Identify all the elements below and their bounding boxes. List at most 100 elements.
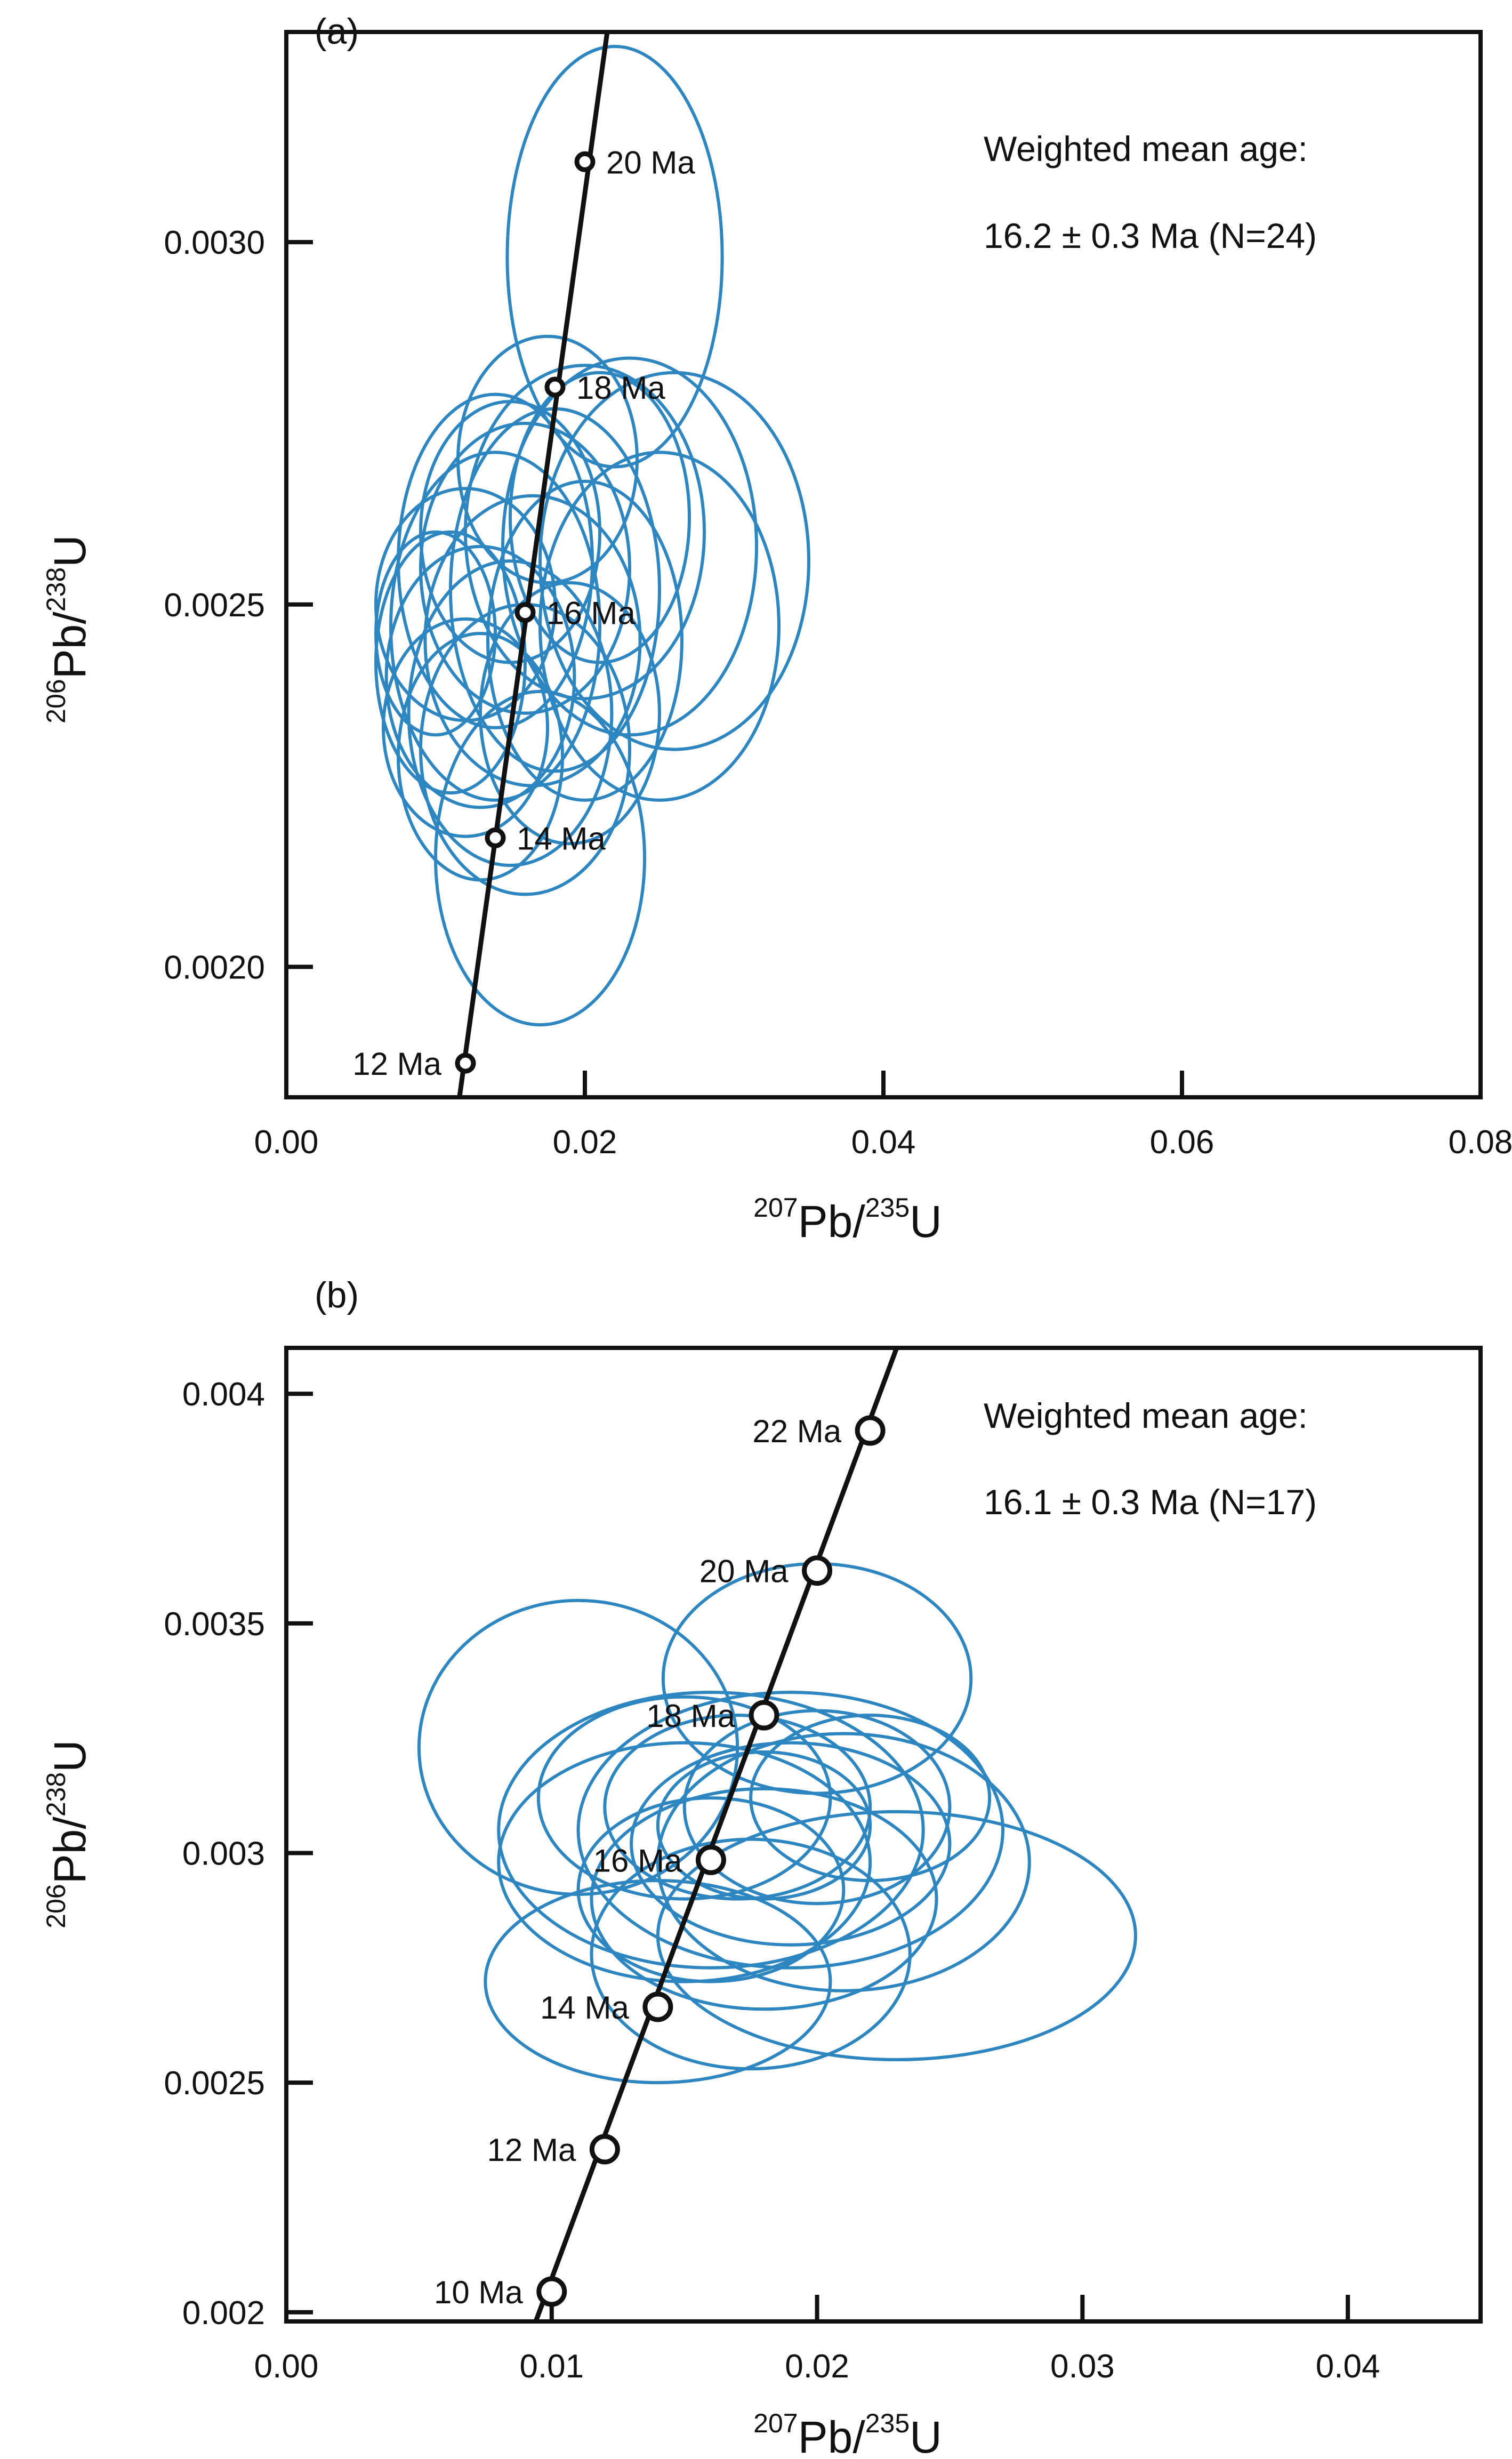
error-ellipse xyxy=(374,530,527,795)
panel-b-ellipses xyxy=(417,1562,1137,2085)
error-ellipse xyxy=(497,1741,872,1983)
concordia-age-marker xyxy=(855,1415,886,1446)
x-tick-label: 0.04 xyxy=(851,1124,916,1161)
x-tick-label: 0.01 xyxy=(519,2348,584,2385)
panel-b-frame xyxy=(284,1346,1483,2324)
error-ellipse xyxy=(486,479,683,802)
concordia-age-marker xyxy=(749,1700,779,1731)
y-tick-label: 0.004 xyxy=(182,1376,265,1413)
error-ellipse xyxy=(656,1810,1137,2062)
error-ellipse xyxy=(661,1562,973,1795)
panel-b-annotation-line2: 16.1 ± 0.3 Ma (N=17) xyxy=(984,1482,1317,1522)
error-ellipse xyxy=(509,371,691,664)
panel-a-y-axis-title: 206Pb/238U xyxy=(41,535,95,724)
y-tick-label: 0.003 xyxy=(182,1835,265,1872)
concordia-age-marker xyxy=(642,1991,673,2022)
error-ellipse xyxy=(603,1714,872,1901)
error-ellipse xyxy=(419,421,631,715)
error-ellipse xyxy=(397,632,564,882)
panel-b-concordia xyxy=(533,1348,899,2321)
error-ellipse xyxy=(374,530,497,737)
panel-a: (a) 0.00 0.02 0.04 0.06 0.08 0.00200.00250.0… xyxy=(41,11,1512,1247)
x-tick-label: 0.02 xyxy=(553,1124,617,1161)
panel-a-x-axis: 0.00 0.02 0.04 0.06 0.08 xyxy=(254,1071,1512,1161)
panel-b-x-axis-title: 207Pb/235U xyxy=(753,2408,942,2459)
error-ellipse xyxy=(464,364,706,701)
error-ellipse xyxy=(590,1837,912,2071)
panel-b-x-axis: 0.00 0.01 0.02 0.03 0.04 xyxy=(254,2295,1380,2385)
concordia-age-label: 14 Ma xyxy=(517,821,606,856)
error-ellipse xyxy=(590,1787,938,2011)
error-ellipse xyxy=(497,1690,925,1970)
panel-b-y-axis-title: 206Pb/238U xyxy=(41,1740,95,1928)
concordia-age-label: 12 Ma xyxy=(487,2132,576,2168)
x-tick-label: 0.06 xyxy=(1150,1124,1215,1161)
x-tick-label: 0.08 xyxy=(1449,1124,1512,1161)
concordia-age-marker xyxy=(544,376,566,398)
panel-a-ellipses xyxy=(374,45,810,1027)
x-tick-label: 0.04 xyxy=(1316,2348,1380,2385)
error-ellipse xyxy=(576,1796,846,1983)
concordia-age-marker xyxy=(485,827,506,848)
panel-a-annotation-line1: Weighted mean age: xyxy=(984,129,1308,168)
concordia-age-label: 20 Ma xyxy=(699,1554,789,1589)
concordia-age-label: 16 Ma xyxy=(593,1843,682,1878)
panel-a-concordia-ages: 12 Ma 14 Ma 16 Ma 18 Ma 20 Ma xyxy=(352,144,695,1082)
panel-b: (b) 0.00 0.01 0.02 0.03 0.04 0.0020.00250.00… xyxy=(41,1275,1483,2459)
panel-a-concordia xyxy=(457,32,610,1097)
error-ellipse xyxy=(536,1695,832,1901)
concordia-age-marker xyxy=(589,2134,620,2165)
concordia-age-label: 18 Ma xyxy=(576,370,665,406)
panel-b-label: (b) xyxy=(315,1275,359,1315)
error-ellipse xyxy=(630,1741,952,1947)
error-ellipse xyxy=(423,494,642,787)
x-tick-label: 0.00 xyxy=(254,1124,319,1161)
error-ellipse xyxy=(417,1598,739,1896)
error-ellipse xyxy=(479,581,661,846)
error-ellipse xyxy=(382,617,549,838)
concordia-line xyxy=(533,1348,899,2321)
concordia-age-marker xyxy=(455,1052,476,1074)
concordia-age-marker xyxy=(574,151,596,172)
concordia-age-marker xyxy=(514,602,536,623)
error-ellipse xyxy=(538,371,810,751)
concordia-age-marker xyxy=(802,1555,833,1586)
concordia-age-label: 14 Ma xyxy=(540,1990,629,2026)
error-ellipse xyxy=(397,392,594,729)
error-ellipse xyxy=(407,559,614,867)
concordia-age-label: 12 Ma xyxy=(352,1046,441,1082)
concordia-line xyxy=(457,32,610,1097)
panel-a-annotation-line2: 16.2 ± 0.3 Ma (N=24) xyxy=(984,216,1317,255)
y-tick-label: 0.0020 xyxy=(164,949,265,986)
y-tick-label: 0.0025 xyxy=(164,2065,265,2102)
panel-a-frame xyxy=(284,30,1483,1099)
concordia-age-label: 22 Ma xyxy=(752,1413,841,1449)
x-tick-label: 0.03 xyxy=(1050,2348,1115,2385)
error-ellipse xyxy=(749,1714,992,1883)
panel-b-concordia-ages: 10 Ma 12 Ma 14 Ma 16 Ma 18 Ma 20 Ma 22 Ma xyxy=(434,1413,886,2310)
panel-b-annotation-line1: Weighted mean age: xyxy=(984,1396,1308,1435)
concordia-age-label: 10 Ma xyxy=(434,2275,523,2310)
x-tick-label: 0.00 xyxy=(254,2348,319,2385)
y-tick-label: 0.0025 xyxy=(164,587,265,624)
y-tick-label: 0.0035 xyxy=(164,1606,265,1643)
concordia-age-label: 18 Ma xyxy=(646,1698,735,1734)
y-tick-label: 0.002 xyxy=(182,2295,265,2332)
error-ellipse xyxy=(576,1690,1005,1970)
error-ellipse xyxy=(384,545,576,809)
error-ellipse xyxy=(389,451,601,802)
concordia-age-label: 20 Ma xyxy=(606,144,695,180)
error-ellipse xyxy=(456,334,639,584)
error-ellipse xyxy=(682,1709,952,1906)
panel-a-x-axis-title: 207Pb/235U xyxy=(753,1193,942,1247)
panel-a-y-axis: 0.0020 0.0025 0.0030 xyxy=(164,224,313,986)
concordia-age-marker xyxy=(695,1844,726,1875)
y-tick-label: 0.0030 xyxy=(164,224,265,261)
error-ellipse xyxy=(656,1750,872,1901)
panel-b-y-axis: 0.002 0.0025 0.003 0.0035 0.004 xyxy=(164,1376,313,2332)
concordia-age-label: 16 Ma xyxy=(546,596,636,631)
concordia-age-marker xyxy=(536,2276,567,2307)
error-ellipse xyxy=(419,400,601,664)
x-tick-label: 0.02 xyxy=(785,2348,849,2385)
